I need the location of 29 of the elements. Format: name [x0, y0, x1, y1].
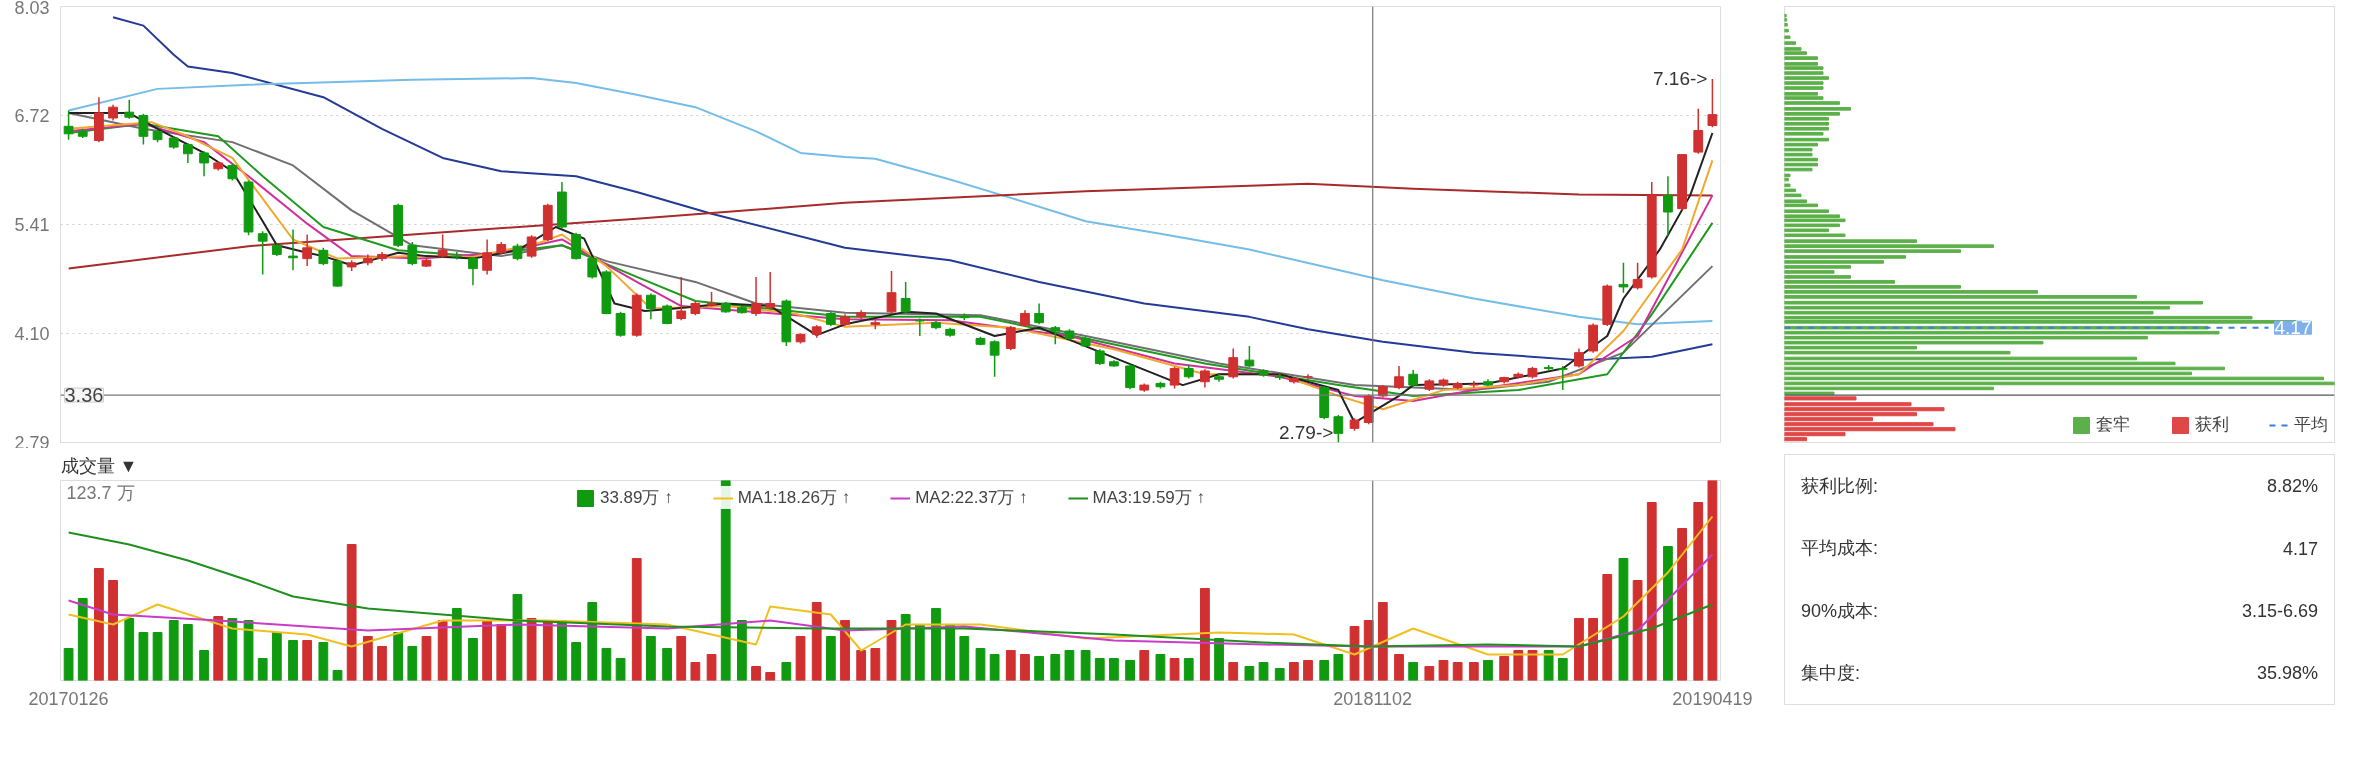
annotation: 2.79->: [1278, 421, 1334, 443]
text: 平均成本:: [1801, 538, 1879, 559]
y-tick-label: 4.10: [14, 324, 50, 344]
annotation: 123.7 万: [66, 482, 135, 503]
chart-title: 成交量 ▼: [60, 455, 138, 476]
legend-label: MA2:22.37万 ↑: [915, 487, 1028, 509]
y-tick-label: 6.72: [14, 106, 50, 126]
text: 4.17: [2282, 538, 2319, 559]
x-tick-label: 20190419: [1672, 688, 1753, 709]
legend-label: 33.89万 ↑: [599, 487, 673, 509]
legend-label: MA3:19.59万 ↑: [1092, 487, 1206, 509]
legend-label: 获利: [2195, 414, 2229, 436]
text: 3.15-6.69: [2241, 601, 2318, 622]
y-tick-label: 5.41: [14, 215, 50, 235]
text: 90%成本:: [1801, 600, 1879, 621]
annotation: 7.16->: [1653, 68, 1708, 90]
text: 35.98%: [2256, 663, 2319, 684]
x-tick-label: 20181102: [1333, 688, 1413, 709]
legend-label: 套牢: [2096, 414, 2130, 436]
text: 集中度:: [1801, 663, 1861, 684]
y-tick-label: 2.79: [14, 432, 50, 453]
x-tick-label: 20170126: [28, 688, 109, 709]
legend-label: 平均: [2294, 414, 2328, 436]
text: 获利比例:: [1801, 475, 1879, 496]
legend-label: MA1:18.26万 ↑: [737, 487, 851, 509]
ref-line-label: 3.36: [64, 384, 104, 407]
text: 8.82%: [2266, 475, 2319, 496]
annotation: 4.17: [2274, 317, 2312, 339]
y-tick-label: 8.03: [14, 0, 50, 18]
